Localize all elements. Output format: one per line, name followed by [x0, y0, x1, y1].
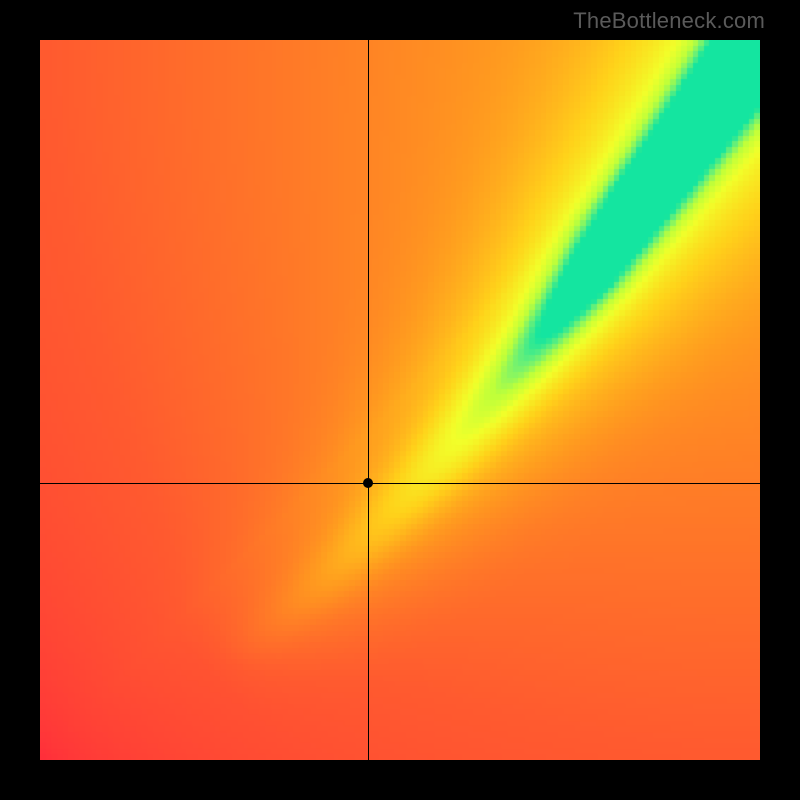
watermark-text: TheBottleneck.com: [573, 8, 765, 34]
heatmap-canvas: [40, 40, 760, 760]
crosshair-vertical: [368, 40, 369, 760]
crosshair-horizontal: [40, 483, 760, 484]
chart-outer: TheBottleneck.com: [0, 0, 800, 800]
point-marker: [363, 478, 373, 488]
plot-area: [40, 40, 760, 760]
